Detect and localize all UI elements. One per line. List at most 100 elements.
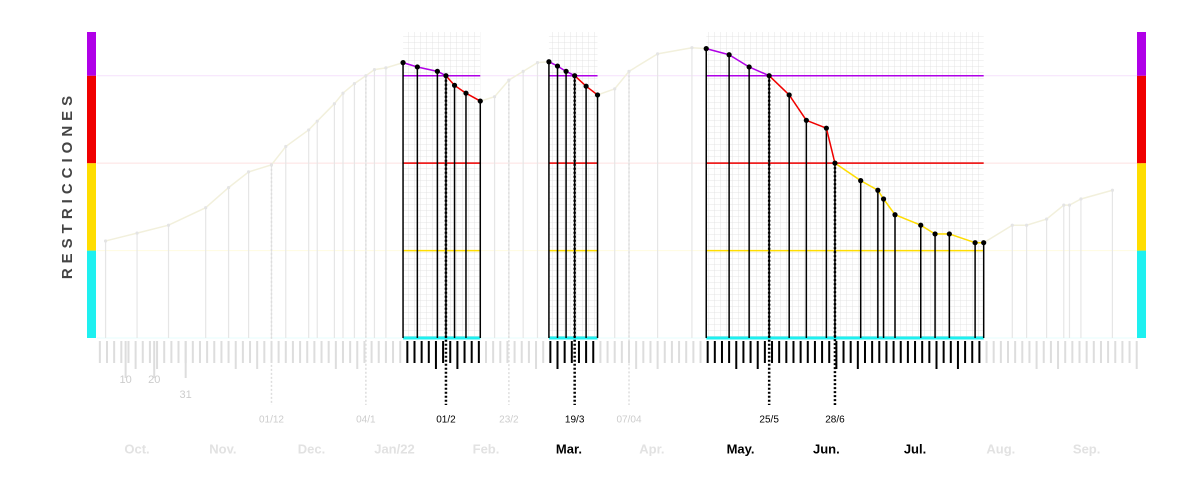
point — [384, 66, 388, 70]
highlight-window — [706, 32, 984, 338]
line-segment — [920, 224, 936, 235]
point — [352, 81, 357, 86]
point — [204, 206, 208, 210]
point — [656, 52, 660, 56]
point — [226, 186, 231, 190]
level-band — [1137, 250, 1146, 338]
point — [690, 46, 694, 50]
date-marker-label: 28/6 — [825, 415, 845, 426]
date-marker-label: 23/2 — [499, 415, 519, 426]
point — [341, 91, 345, 95]
date-marker-label: 01/2 — [436, 415, 456, 426]
line-segment — [834, 162, 862, 182]
x-tick-label: 20 — [148, 374, 160, 386]
point — [103, 239, 108, 243]
point — [594, 92, 601, 98]
point — [1010, 223, 1014, 227]
point — [932, 231, 938, 237]
point — [726, 52, 732, 58]
point — [507, 78, 511, 82]
point — [1067, 203, 1072, 207]
point — [823, 125, 829, 131]
month-label: Jan/22 — [374, 441, 414, 456]
point — [972, 240, 978, 246]
point — [858, 178, 864, 184]
point — [1062, 203, 1066, 207]
point — [166, 223, 171, 227]
level-band — [1137, 75, 1146, 164]
point — [332, 102, 337, 106]
point — [1079, 197, 1083, 201]
line-segment — [788, 94, 807, 121]
line-segment — [706, 47, 730, 56]
point — [135, 231, 139, 235]
line-segment — [417, 66, 438, 73]
point — [613, 87, 617, 91]
point — [554, 63, 561, 69]
point — [443, 73, 449, 79]
date-marker-label: 07/04 — [616, 415, 641, 426]
level-band — [1137, 32, 1146, 76]
month-label: May. — [727, 441, 755, 456]
highlight-window — [403, 32, 481, 338]
point — [521, 69, 525, 73]
point — [364, 74, 368, 78]
line-segment — [748, 66, 770, 77]
line-segment — [465, 92, 481, 102]
line-segment — [882, 198, 896, 216]
point — [492, 95, 497, 99]
month-label: Aug. — [986, 441, 1015, 456]
point — [451, 82, 458, 88]
month-label: Sep. — [1073, 441, 1100, 456]
point — [981, 240, 987, 246]
point — [535, 61, 540, 65]
point — [269, 163, 274, 167]
point — [434, 68, 440, 74]
line-segment — [806, 119, 827, 129]
month-label: Dec. — [298, 441, 325, 456]
point — [786, 92, 792, 98]
point — [627, 69, 631, 73]
point — [832, 160, 838, 166]
line-segment — [894, 214, 922, 226]
point — [583, 83, 589, 89]
date-marker-label: 01/12 — [259, 415, 284, 426]
month-label: Mar. — [556, 441, 582, 456]
month-label: Oct. — [124, 441, 149, 456]
point — [946, 231, 952, 237]
level-band — [1137, 163, 1146, 251]
point — [803, 117, 809, 123]
date-marker-label: 04/1 — [356, 415, 376, 426]
point — [477, 98, 483, 104]
line-segment — [949, 233, 976, 244]
level-band — [87, 250, 96, 338]
month-label: Jul. — [904, 441, 926, 456]
x-tick-label: 10 — [119, 374, 131, 386]
highlight-window — [548, 32, 598, 338]
point — [546, 59, 552, 65]
point — [463, 90, 469, 96]
month-label: Nov. — [209, 441, 236, 456]
date-marker-label: 25/5 — [759, 415, 779, 426]
line-segment — [728, 54, 750, 68]
date-marker-label: 19/3 — [565, 415, 585, 426]
point — [284, 144, 288, 149]
level-band — [87, 32, 96, 76]
point — [414, 64, 420, 70]
point — [746, 64, 752, 70]
point — [307, 128, 311, 132]
point — [1110, 188, 1114, 192]
y-axis-label: RESTRICCIONES — [59, 91, 76, 279]
point — [1024, 223, 1029, 227]
point — [315, 119, 319, 123]
point — [880, 196, 887, 202]
point — [892, 212, 898, 218]
point — [246, 170, 251, 174]
month-label: Apr. — [639, 441, 664, 456]
line-segment — [768, 75, 790, 96]
point — [572, 73, 578, 79]
line-segment — [825, 127, 836, 164]
month-label: Feb. — [473, 441, 500, 456]
point — [703, 46, 709, 52]
